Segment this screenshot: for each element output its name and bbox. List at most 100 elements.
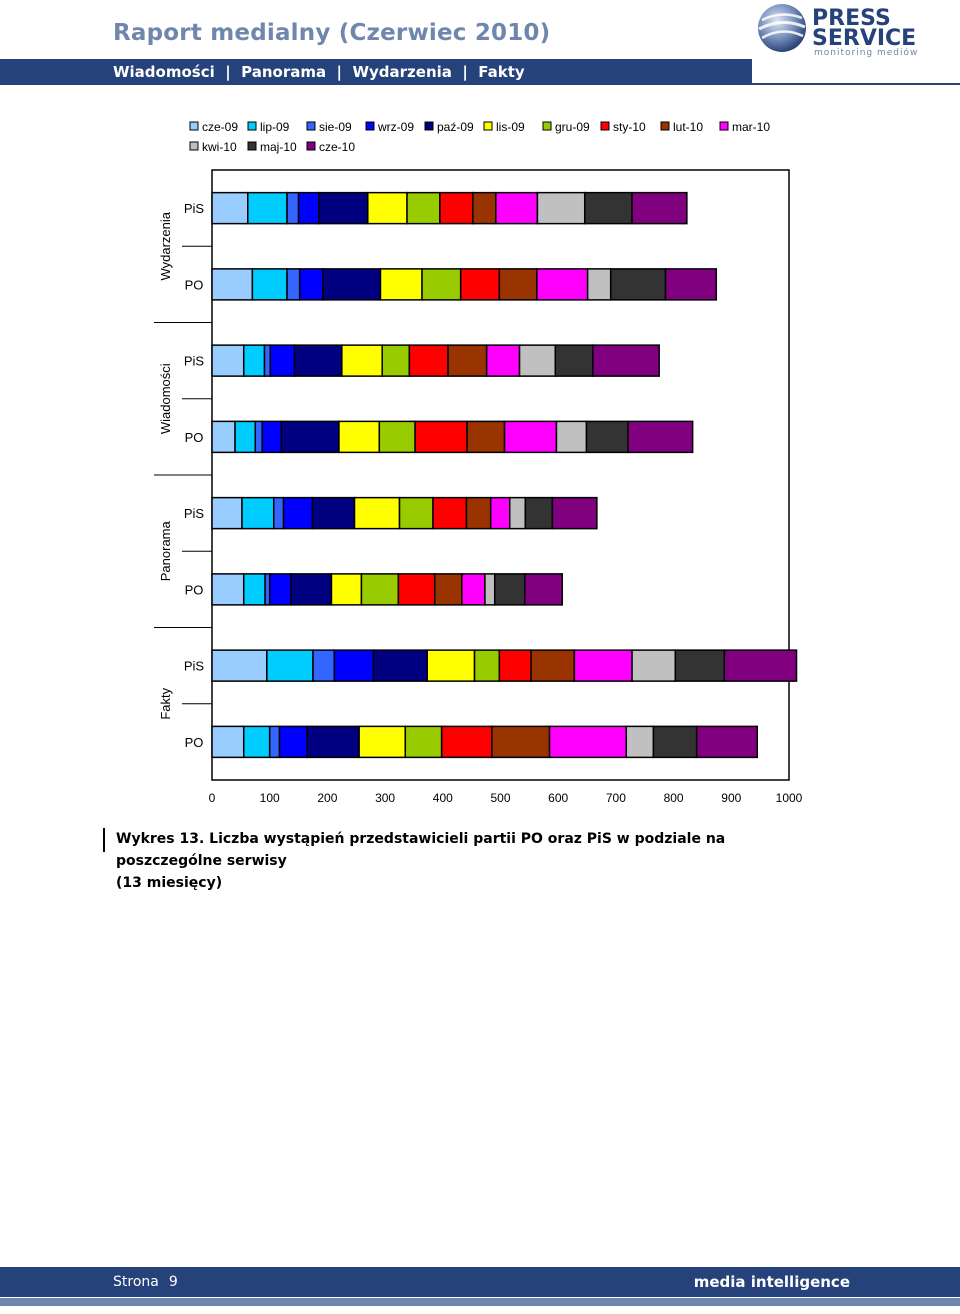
bar-Wydarzenia-PiS-cze-10 xyxy=(631,191,688,225)
bar-Wiadomości-PO-lip-09 xyxy=(234,420,257,454)
bar-Panorama-PiS-wrz-09 xyxy=(282,496,314,530)
bar-Panorama-PiS-paź-09 xyxy=(311,496,356,530)
bar-Panorama-PO-gru-09 xyxy=(360,573,400,606)
bar-Wiadomości-PiS-maj-10 xyxy=(554,344,594,377)
figure-caption: Wykres 13. Liczba wystąpień przedstawici… xyxy=(116,828,816,894)
x-tick-label: 900 xyxy=(721,791,741,805)
bar-Panorama-PO-lut-10 xyxy=(433,573,463,606)
bar-Panorama-PO-cze-09 xyxy=(211,573,245,606)
category-label-PiS: PiS xyxy=(184,201,205,216)
legend-label-sie-09: sie-09 xyxy=(319,120,352,134)
bar-Wydarzenia-PO-lis-09 xyxy=(379,268,423,301)
bar-Wiadomości-PiS-wrz-09 xyxy=(269,344,296,377)
bar-Wiadomości-PO-cze-09 xyxy=(211,420,236,454)
bar-Panorama-PO-paź-09 xyxy=(290,573,333,606)
nav-item-0[interactable]: Wiadomości xyxy=(113,63,215,81)
legend-label-lut-10: lut-10 xyxy=(673,120,703,134)
nav-item-3[interactable]: Fakty xyxy=(478,63,525,81)
bar-Panorama-PO-sty-10 xyxy=(397,573,436,606)
footer-tagline: media intelligence xyxy=(693,1273,850,1291)
bar-Fakty-PO-lip-09 xyxy=(242,725,271,759)
plot-area xyxy=(211,169,790,781)
report-title: Raport medialny (Czerwiec 2010) xyxy=(113,20,551,46)
bar-Wiadomości-PiS-cze-10 xyxy=(592,344,660,377)
bar-Fakty-PO-lis-09 xyxy=(358,725,407,759)
x-tick-label: 200 xyxy=(317,791,337,805)
legend-swatch-cze-10 xyxy=(306,141,316,151)
x-tick-label: 800 xyxy=(664,791,684,805)
x-tick-label: 300 xyxy=(375,791,395,805)
bar-Wiadomości-PO-gru-09 xyxy=(378,420,416,454)
legend-label-cze-10: cze-10 xyxy=(319,140,355,154)
bar-Panorama-PiS-cze-09 xyxy=(211,496,243,530)
bar-Wydarzenia-PO-lut-10 xyxy=(498,268,538,301)
bar-Wiadomości-PO-sty-10 xyxy=(414,420,468,454)
bar-Fakty-PO-paź-09 xyxy=(306,725,360,759)
bar-Wiadomości-PiS-mar-10 xyxy=(485,344,521,377)
bar-Fakty-PiS-cze-10 xyxy=(723,649,798,682)
bar-Panorama-PO-cze-10 xyxy=(523,573,563,606)
legend-label-paź-09: paź-09 xyxy=(437,120,474,134)
category-label-PiS: PiS xyxy=(184,659,205,674)
bar-Fakty-PO-maj-10 xyxy=(652,725,698,759)
legend-label-cze-09: cze-09 xyxy=(202,120,238,134)
bar-Fakty-PO-sty-10 xyxy=(440,725,493,759)
bar-Wydarzenia-PO-kwi-10 xyxy=(586,268,612,301)
bar-Wydarzenia-PiS-kwi-10 xyxy=(536,191,586,225)
bar-Wydarzenia-PO-cze-09 xyxy=(211,268,254,301)
bar-Wiadomości-PiS-kwi-10 xyxy=(518,344,557,377)
bar-Wydarzenia-PO-sty-10 xyxy=(459,268,501,301)
bar-Panorama-PiS-lis-09 xyxy=(353,496,401,530)
category-label-PO: PO xyxy=(185,430,204,445)
bar-Fakty-PiS-lip-09 xyxy=(266,649,314,682)
x-tick-label: 100 xyxy=(260,791,280,805)
bar-Wydarzenia-PO-maj-10 xyxy=(609,268,667,301)
bar-Wiadomości-PiS-sty-10 xyxy=(408,344,449,377)
bar-Wiadomości-PiS-cze-09 xyxy=(211,344,245,377)
nav-item-2[interactable]: Wydarzenia xyxy=(352,63,452,81)
nav-bar xyxy=(0,59,752,85)
bar-Fakty-PiS-cze-09 xyxy=(211,649,268,682)
x-tick-label: 1000 xyxy=(776,791,803,805)
x-tick-label: 500 xyxy=(490,791,510,805)
legend-swatch-sty-10 xyxy=(600,121,610,131)
logo-tagline: monitoring mediów xyxy=(814,47,918,58)
bar-Fakty-PiS-maj-10 xyxy=(674,649,726,682)
bar-Fakty-PO-wrz-09 xyxy=(278,725,308,759)
bar-Wiadomości-PO-maj-10 xyxy=(585,420,629,454)
footer-accent xyxy=(0,1298,960,1306)
bar-Panorama-PiS-maj-10 xyxy=(524,496,554,530)
legend-label-sty-10: sty-10 xyxy=(613,120,646,134)
legend-swatch-mar-10 xyxy=(719,121,729,131)
bar-Panorama-PiS-lip-09 xyxy=(241,496,275,530)
bar-Wydarzenia-PiS-sie-09 xyxy=(286,191,300,225)
legend-swatch-lut-10 xyxy=(660,121,670,131)
bar-Fakty-PiS-wrz-09 xyxy=(333,649,375,682)
bar-Wydarzenia-PO-paź-09 xyxy=(322,268,382,301)
legend-label-mar-10: mar-10 xyxy=(732,120,770,134)
page-number: 9 xyxy=(168,1274,178,1290)
bar-Panorama-PiS-cze-10 xyxy=(551,496,598,530)
nav-separator: | xyxy=(451,63,479,81)
category-label-PO: PO xyxy=(185,735,204,750)
press-service-logo: PRESS SERVICE monitoring mediów xyxy=(758,4,918,58)
nav-item-1[interactable]: Panorama xyxy=(241,63,327,81)
globe-icon xyxy=(758,4,806,52)
bar-Fakty-PO-cze-09 xyxy=(211,725,245,759)
footer-page: Strona 9 xyxy=(113,1267,188,1297)
bar-Wiadomości-PO-cze-10 xyxy=(627,420,694,454)
bar-Panorama-PiS-kwi-10 xyxy=(508,496,527,530)
bar-Panorama-PO-kwi-10 xyxy=(484,573,496,606)
bar-Fakty-PiS-lut-10 xyxy=(530,649,576,682)
bar-Panorama-PO-wrz-09 xyxy=(268,573,292,606)
page-label: Strona xyxy=(113,1274,159,1290)
nav-separator: | xyxy=(214,63,242,81)
bar-Fakty-PO-gru-09 xyxy=(404,725,443,759)
x-tick-label: 400 xyxy=(433,791,453,805)
legend-label-wrz-09: wrz-09 xyxy=(377,120,414,134)
x-tick-label: 600 xyxy=(548,791,568,805)
bar-Wydarzenia-PO-mar-10 xyxy=(536,268,589,301)
bar-Fakty-PO-mar-10 xyxy=(548,725,628,759)
bar-Wydarzenia-PO-gru-09 xyxy=(421,268,462,301)
legend-label-lip-09: lip-09 xyxy=(260,120,290,134)
